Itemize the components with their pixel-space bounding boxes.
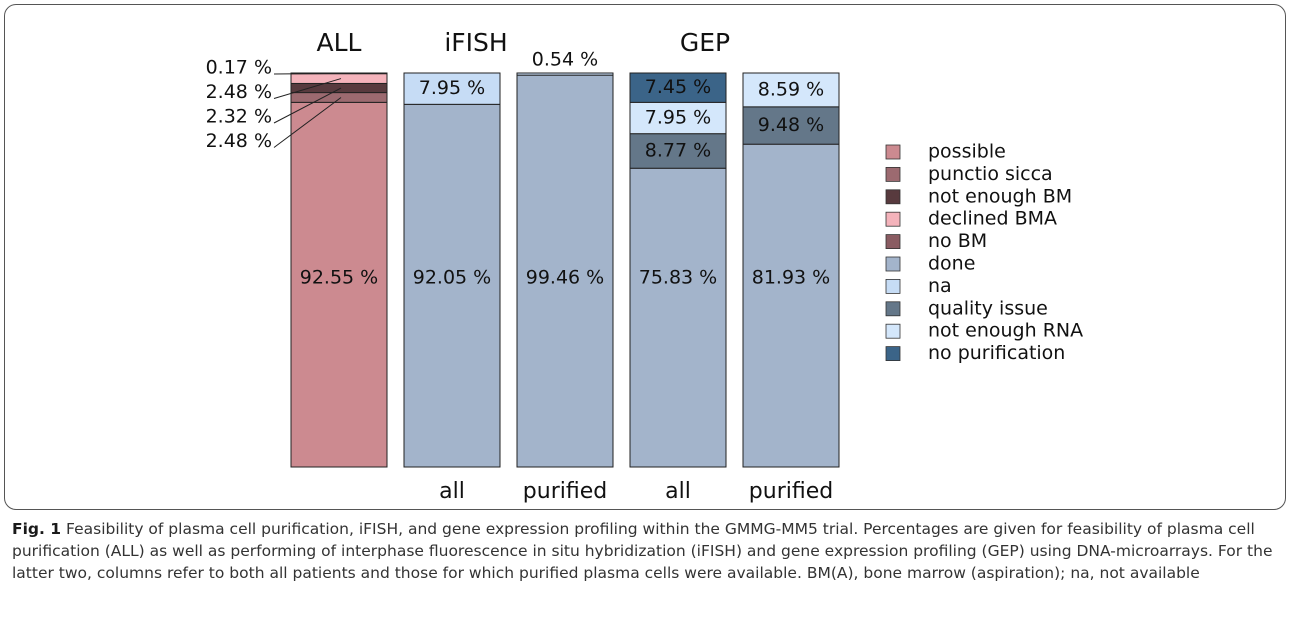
leader-line <box>273 72 342 75</box>
bar-segment <box>742 106 840 145</box>
bar-segment <box>290 73 388 84</box>
group-label: GEP <box>680 28 730 57</box>
data-label: 92.05 % <box>413 267 492 289</box>
legend-label: no BM <box>928 230 987 252</box>
leader-line <box>273 97 342 148</box>
x-tick-label: purified <box>523 479 607 504</box>
data-label: 99.46 % <box>526 267 605 289</box>
bar-segment <box>290 92 388 103</box>
legend-swatch <box>885 323 901 339</box>
legend-swatch <box>885 256 901 272</box>
data-label: 9.48 % <box>758 114 824 136</box>
leader-line <box>273 87 342 124</box>
bar-segment <box>290 82 388 94</box>
bar-segment <box>403 103 501 468</box>
legend-label: na <box>928 275 952 297</box>
x-tick-label: all <box>439 479 465 504</box>
legend-swatch <box>885 301 901 317</box>
legend-label: punctio sicca <box>928 163 1053 185</box>
figure-frame <box>4 4 1286 510</box>
bar-segment <box>629 167 727 468</box>
bar-segment <box>629 101 727 135</box>
bar-segment <box>742 72 840 108</box>
legend-swatch <box>885 278 901 294</box>
data-label: 8.59 % <box>758 78 824 100</box>
data-label: 7.45 % <box>645 76 711 98</box>
bar-segment <box>629 72 727 103</box>
caption-text: Feasibility of plasma cell purification,… <box>12 520 1273 582</box>
bar-segment <box>742 143 840 468</box>
legend-swatch <box>885 166 901 182</box>
legend-label: possible <box>928 141 1006 163</box>
caption-label: Fig. 1 <box>12 520 62 538</box>
data-label: 7.95 % <box>645 107 711 129</box>
caption: Fig. 1 Feasibility of plasma cell purifi… <box>12 518 1282 584</box>
chart: ALL iFISH GEP all purified all purified 92.55 %… <box>206 28 1084 504</box>
legend-label: done <box>928 253 975 275</box>
data-label: 0.54 % <box>532 49 598 71</box>
bar-segment <box>403 72 501 105</box>
data-label: 75.83 % <box>639 267 718 289</box>
legend-swatch <box>885 144 901 160</box>
group-label: iFISH <box>444 28 507 57</box>
legend-swatch <box>885 189 901 205</box>
data-label: 81.93 % <box>752 267 831 289</box>
data-label: 2.48 % <box>206 130 272 152</box>
data-label: 2.48 % <box>206 81 272 103</box>
legend-label: not enough RNA <box>928 320 1083 342</box>
legend-label: not enough BM <box>928 185 1072 207</box>
legend-swatch <box>885 211 901 227</box>
data-label: 8.77 % <box>645 139 711 161</box>
legend-swatch <box>885 234 901 250</box>
bar-segment <box>516 72 614 76</box>
legend-swatch <box>885 346 901 362</box>
x-tick-label: all <box>665 479 691 504</box>
data-label: 2.32 % <box>206 106 272 128</box>
legend-label: quality issue <box>928 297 1048 319</box>
legend-label: declined BMA <box>928 208 1057 230</box>
legend-label: no purification <box>928 342 1065 364</box>
bar-segment <box>629 133 727 169</box>
data-label: 7.95 % <box>419 77 485 99</box>
leader-line <box>273 78 342 99</box>
x-tick-label: purified <box>749 479 833 504</box>
data-label: 0.17 % <box>206 57 272 79</box>
data-label: 92.55 % <box>300 267 379 289</box>
group-label: ALL <box>317 28 362 57</box>
